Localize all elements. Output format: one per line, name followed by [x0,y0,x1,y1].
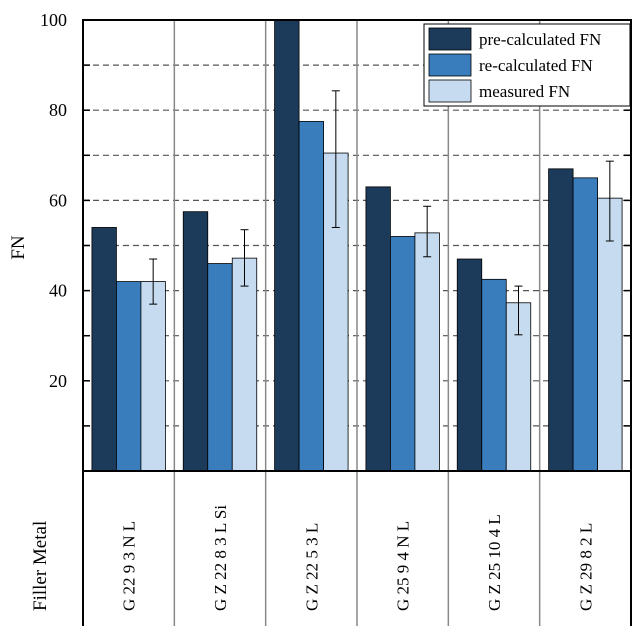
bar [548,168,574,472]
category-separators [173,20,541,626]
y-tick-label: 100 [40,10,67,30]
x-axis-title: Filler Metal [30,521,51,611]
bar [140,281,166,472]
bar [298,121,324,472]
bar [182,211,209,472]
y-tick-label: 80 [49,100,67,120]
category-table: G 22 9 3 N L G Z 22 8 3 L Si G Z 22 5 3 L G… [82,471,632,626]
legend-swatch [428,79,472,103]
bar [116,281,142,472]
bar [365,186,391,472]
bar [91,227,117,472]
bar [597,197,623,472]
category-label: G Z 22 5 3 L [302,523,321,611]
y-tick-label: 20 [49,371,67,391]
bar [414,232,440,472]
legend: pre-calculated FN re-calculated FN measure… [423,23,631,107]
bar [231,257,258,472]
bar [572,177,598,472]
bar [207,263,233,472]
bar [274,19,300,472]
bar [390,236,416,472]
bar [481,278,507,472]
category-label: G 22 9 3 N L [120,521,139,611]
category-label: G Z 22 8 3 L Si [211,505,230,611]
y-axis-ticks: 20 40 60 80 100 [40,10,631,427]
error-bars [149,90,614,336]
y-axis-title: FN [8,235,29,260]
legend-swatch [428,53,472,77]
category-label: G 25 9 4 N L [394,521,413,611]
legend-label: measured FN [479,82,570,101]
bar [456,258,483,472]
category-label: G Z 29 8 2 L [576,523,595,611]
legend-swatch [428,27,472,51]
y-tick-label: 40 [49,281,67,301]
legend-label: pre-calculated FN [479,30,601,49]
category-label: G Z 25 10 4 L [485,514,504,611]
y-tick-label: 60 [49,190,67,210]
legend-label: re-calculated FN [479,56,593,75]
